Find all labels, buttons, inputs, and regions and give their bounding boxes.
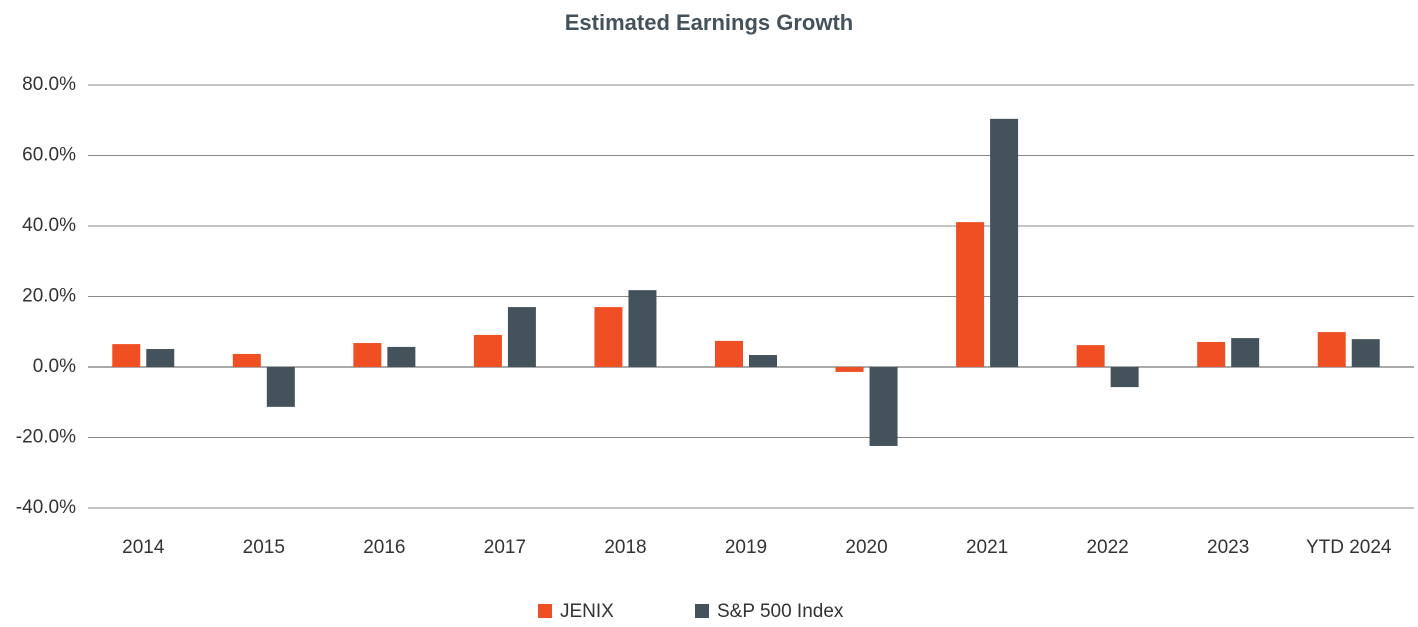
bar xyxy=(146,349,175,367)
legend-label: JENIX xyxy=(560,601,614,622)
x-tick-label: 2016 xyxy=(363,537,405,558)
bar xyxy=(628,290,657,367)
x-tick-label: 2019 xyxy=(725,537,767,558)
y-tick-label: 60.0% xyxy=(22,145,76,166)
bar xyxy=(594,307,623,367)
bar xyxy=(232,353,261,367)
bar xyxy=(112,344,141,367)
x-tick-label: 2014 xyxy=(122,537,165,558)
bar xyxy=(715,340,743,367)
legend-swatch xyxy=(695,604,709,618)
bar xyxy=(1351,339,1380,367)
bar xyxy=(869,367,898,446)
y-tick-label: -20.0% xyxy=(16,427,76,448)
bar xyxy=(1231,338,1260,367)
bar xyxy=(1317,332,1346,367)
x-tick-label: 2018 xyxy=(604,537,646,558)
bar xyxy=(1076,345,1105,367)
y-tick-label: 80.0% xyxy=(22,74,76,95)
x-tick-label: 2020 xyxy=(845,537,887,558)
x-tick-label: 2021 xyxy=(966,537,1008,558)
bar xyxy=(353,343,382,367)
x-tick-label: 2015 xyxy=(243,537,285,558)
y-tick-label: -40.0% xyxy=(16,497,76,518)
bar xyxy=(507,307,536,367)
y-tick-label: 0.0% xyxy=(33,356,76,377)
bar xyxy=(749,355,777,367)
x-tick-label: 2017 xyxy=(484,537,526,558)
bar xyxy=(1110,367,1139,388)
bar xyxy=(266,367,295,407)
x-tick-label: 2023 xyxy=(1207,537,1249,558)
y-tick-label: 20.0% xyxy=(22,286,76,307)
x-tick-label: YTD 2024 xyxy=(1306,537,1392,558)
bar xyxy=(835,367,864,372)
y-tick-label: 40.0% xyxy=(22,215,76,236)
bar xyxy=(990,118,1019,367)
x-tick-label: 2022 xyxy=(1086,537,1128,558)
bar xyxy=(1197,341,1226,367)
bar xyxy=(956,222,985,367)
legend-swatch xyxy=(538,604,552,618)
legend-label: S&P 500 Index xyxy=(717,601,844,622)
bar xyxy=(473,334,502,367)
chart-title: Estimated Earnings Growth xyxy=(565,10,854,35)
bar xyxy=(387,346,416,367)
